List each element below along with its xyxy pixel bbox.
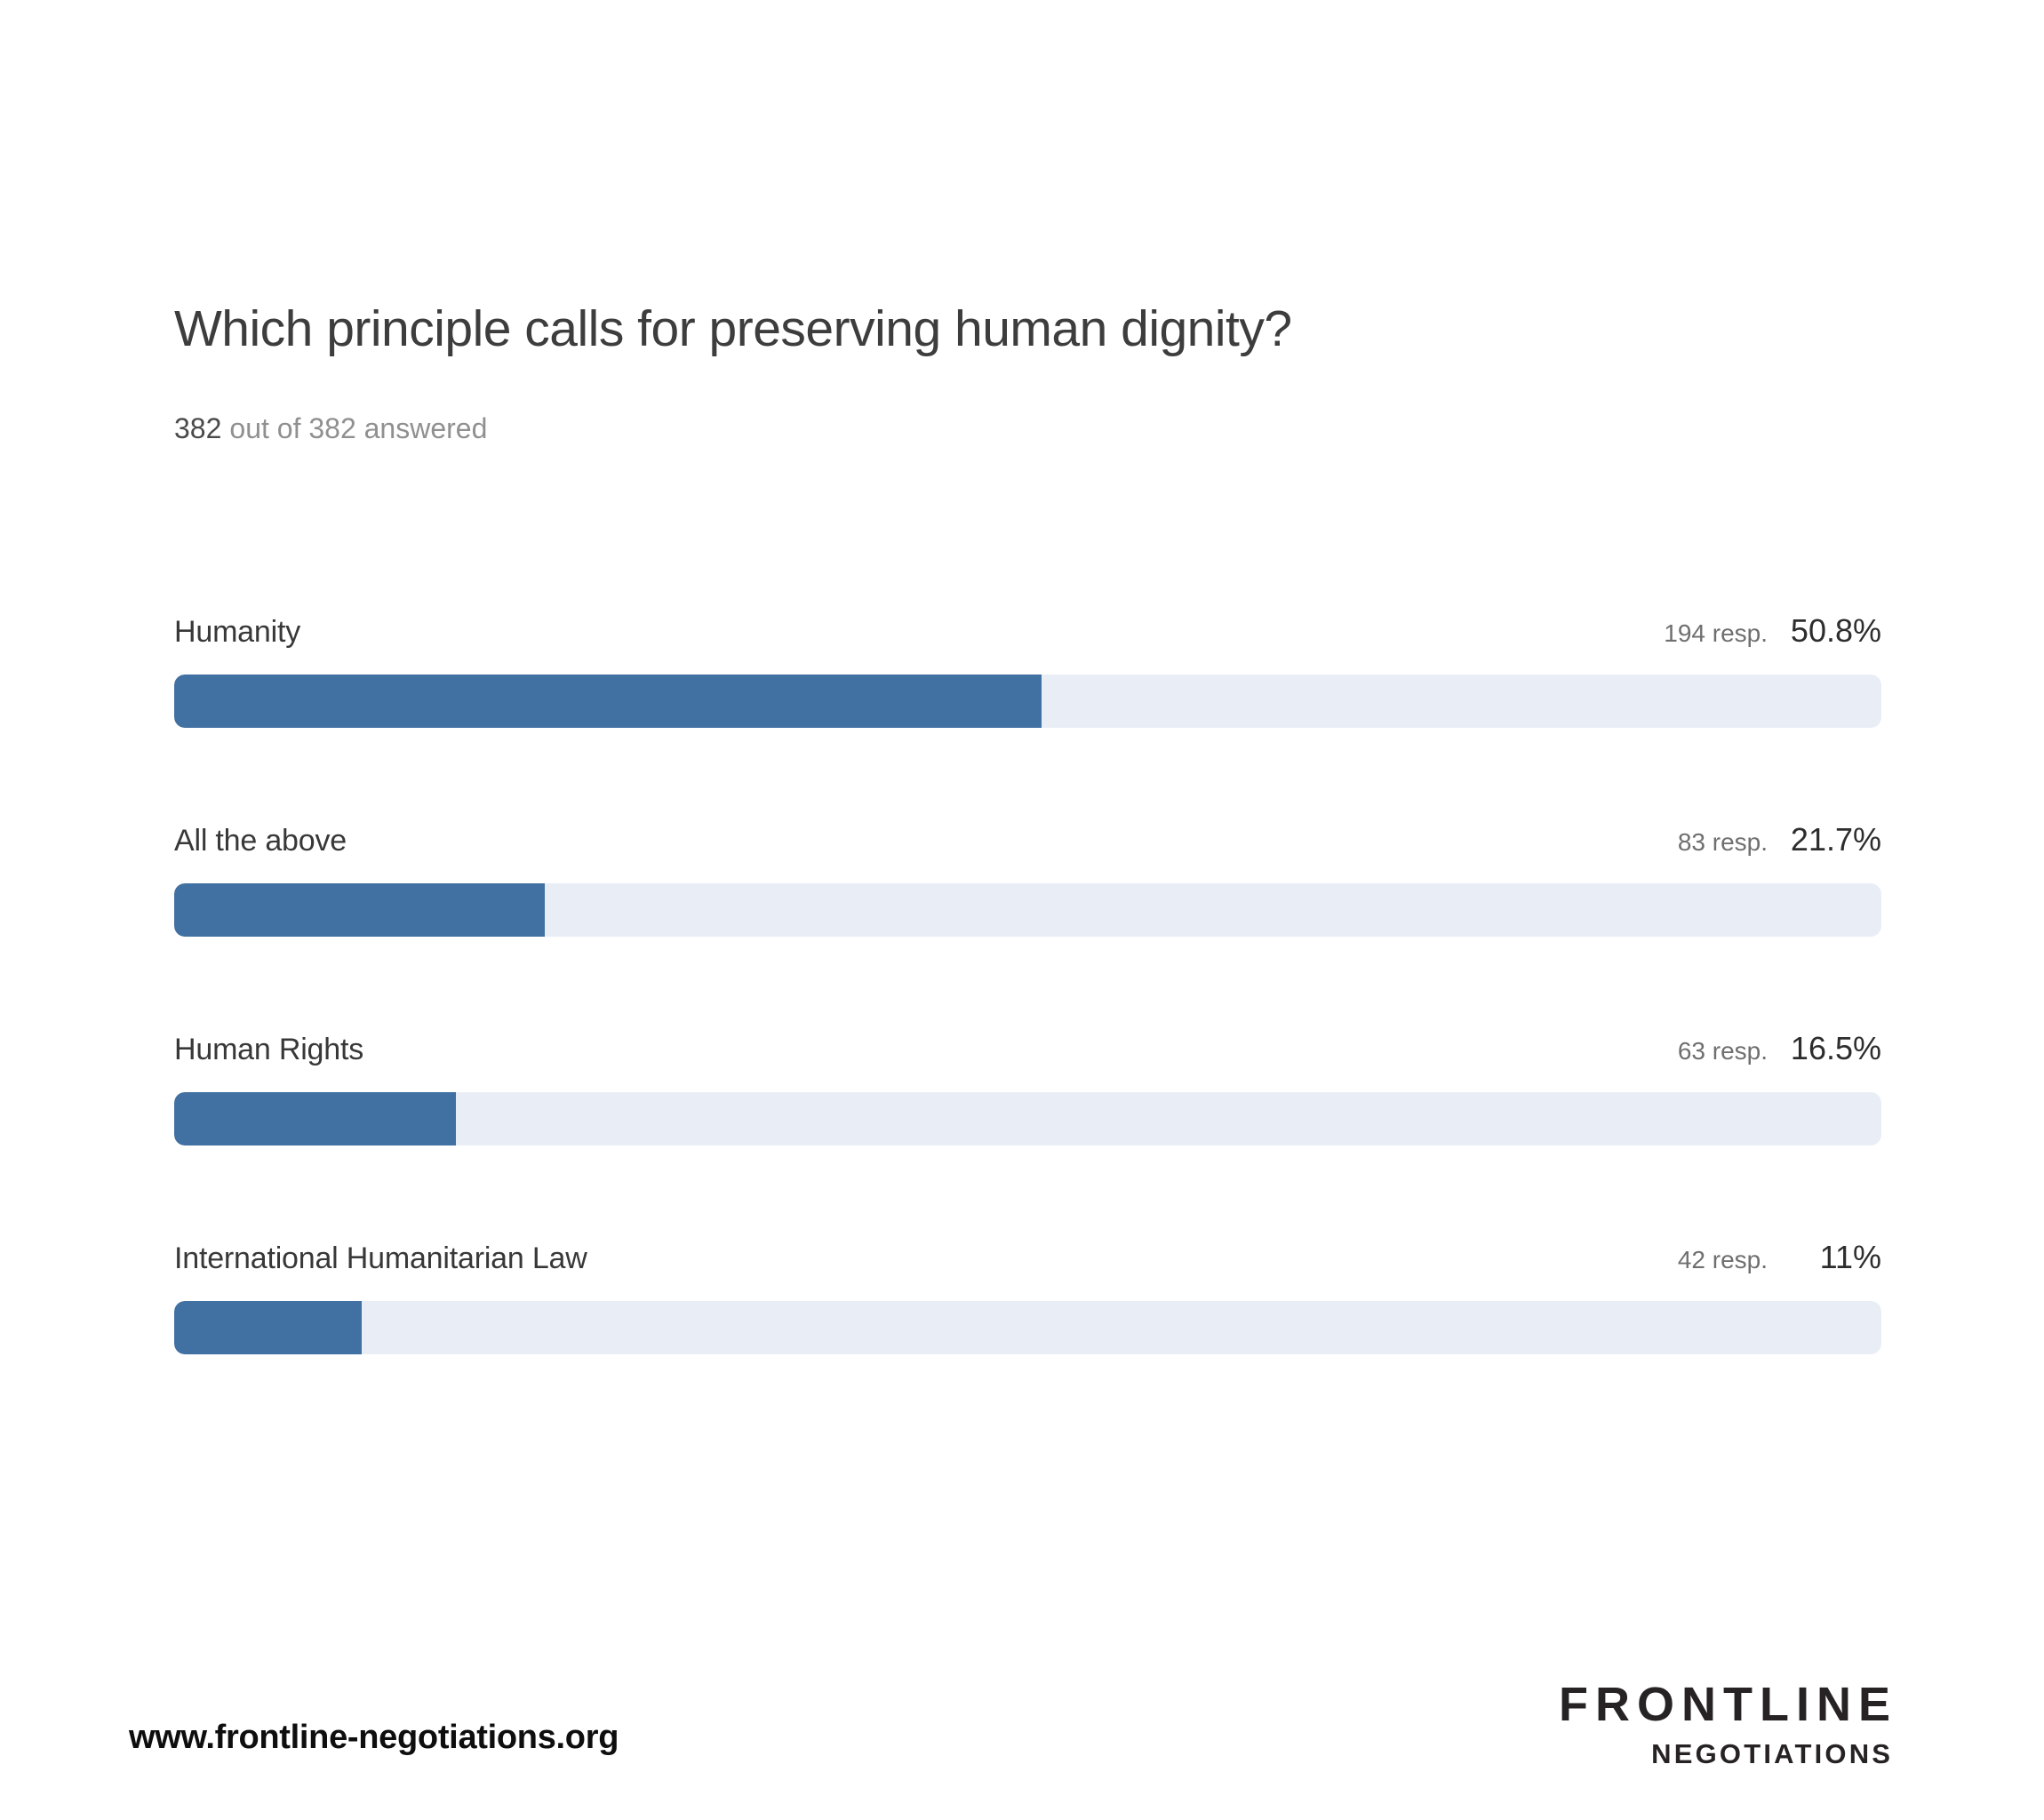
answer-bar-fill — [174, 1301, 363, 1354]
answer-bar-fill — [174, 1092, 456, 1145]
answer-bar-track — [174, 675, 1881, 728]
website-url: www.frontline-negotiations.org — [129, 1719, 619, 1756]
answer-row: Human Rights 63 resp. 16.5% — [174, 1026, 1881, 1145]
answer-row: Humanity 194 resp. 50.8% — [174, 608, 1881, 728]
answer-row-header: International Humanitarian Law 42 resp. … — [174, 1234, 1881, 1283]
answer-bar-track — [174, 1092, 1881, 1145]
question-title: Which principle calls for preserving hum… — [174, 300, 1292, 357]
answer-bar-track — [174, 883, 1881, 937]
answer-bar-fill — [174, 675, 1042, 728]
answer-label: Human Rights — [174, 1033, 364, 1066]
answer-responses: 194 resp. — [1664, 619, 1768, 647]
answer-percent: 11% — [1819, 1239, 1881, 1275]
answer-responses: 42 resp. — [1677, 1246, 1768, 1273]
answer-percent: 21.7% — [1790, 821, 1881, 858]
answer-meta: 42 resp. 11% — [1678, 1234, 1881, 1283]
answer-meta: 194 resp. 50.8% — [1664, 608, 1881, 657]
logo-line1: FRONTLINE — [1559, 1678, 1897, 1731]
answer-responses: 63 resp. — [1677, 1037, 1768, 1065]
answer-bar-fill — [174, 883, 545, 937]
frontline-negotiations-logo: FRONTLINE NEGOTIATIONS — [1559, 1680, 1890, 1768]
answer-responses: 83 resp. — [1677, 828, 1768, 856]
answered-count: 382 — [174, 412, 222, 444]
answer-row-header: Humanity 194 resp. 50.8% — [174, 608, 1881, 657]
answer-meta: 83 resp. 21.7% — [1678, 817, 1881, 866]
answer-row: All the above 83 resp. 21.7% — [174, 817, 1881, 937]
answer-label: All the above — [174, 824, 347, 858]
answer-bar-track — [174, 1301, 1881, 1354]
answer-percent: 50.8% — [1790, 612, 1881, 649]
answered-status: 382 out of 382 answered — [174, 409, 1881, 448]
answer-rows: Humanity 194 resp. 50.8% All the above 8… — [174, 608, 1881, 1354]
answer-row: International Humanitarian Law 42 resp. … — [174, 1234, 1881, 1354]
logo-line2: NEGOTIATIONS — [1651, 1738, 1894, 1769]
answer-meta: 63 resp. 16.5% — [1678, 1026, 1881, 1074]
answered-suffix: out of 382 answered — [229, 412, 488, 444]
answer-row-header: Human Rights 63 resp. 16.5% — [174, 1026, 1881, 1074]
answer-label: Humanity — [174, 615, 301, 649]
answer-percent: 16.5% — [1790, 1030, 1881, 1066]
answer-label: International Humanitarian Law — [174, 1241, 587, 1275]
poll-result-card: Which principle calls for preserving hum… — [174, 299, 1881, 1354]
answer-row-header: All the above 83 resp. 21.7% — [174, 817, 1881, 866]
